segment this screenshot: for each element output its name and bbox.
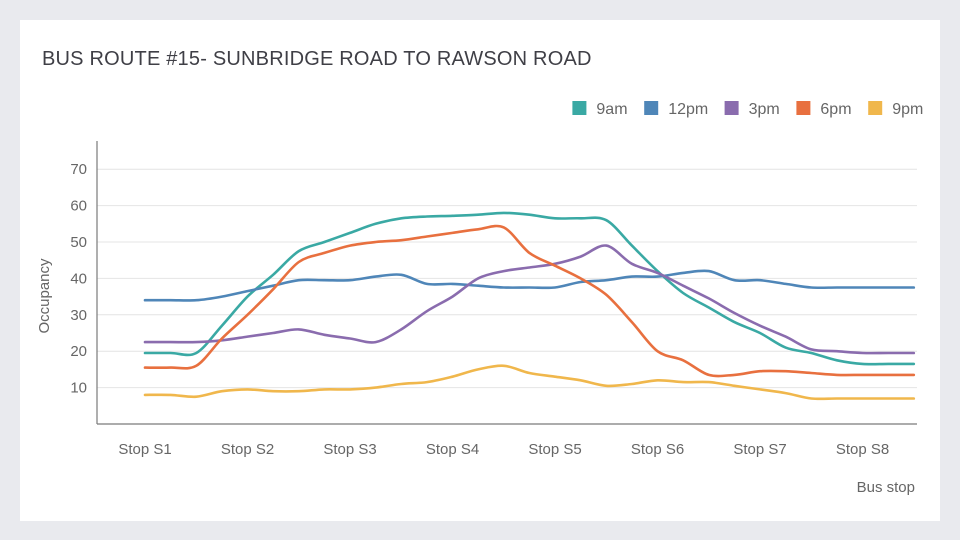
x-tick-label: Stop S2 bbox=[221, 441, 274, 458]
legend-label-6pm: 6pm bbox=[820, 101, 851, 118]
legend-label-9pm: 9pm bbox=[892, 101, 923, 118]
y-axis-title: Occupancy bbox=[36, 258, 53, 334]
series-line-9am bbox=[143, 211, 916, 366]
chart-card: BUS ROUTE #15- SUNBRIDGE ROAD TO RAWSON … bbox=[20, 20, 940, 521]
legend-swatch-6pm bbox=[796, 101, 811, 115]
series-line-6pm bbox=[143, 224, 916, 378]
x-tick-label: Stop S5 bbox=[528, 441, 581, 458]
series-layer bbox=[143, 211, 916, 401]
y-tick-label: 40 bbox=[70, 270, 87, 287]
x-tick-label: Stop S1 bbox=[118, 441, 171, 458]
series-line-12pm bbox=[143, 269, 916, 302]
y-tick-label: 70 bbox=[70, 161, 87, 178]
y-tick-label: 20 bbox=[70, 343, 87, 360]
legend-swatch-9pm bbox=[868, 101, 883, 115]
legend-swatch-9am bbox=[572, 101, 587, 115]
legend-label-9am: 9am bbox=[596, 101, 627, 118]
x-tick-label: Stop S6 bbox=[631, 441, 684, 458]
x-tick-label: Stop S7 bbox=[733, 441, 786, 458]
chart-svg: 10 20 30 40 50 60 70 Stop S1 Stop S2 Stop S3 Stop … bbox=[36, 101, 923, 496]
legend: 9am 12pm 3pm 6pm 9pm bbox=[572, 101, 923, 118]
legend-label-12pm: 12pm bbox=[668, 101, 708, 118]
x-tick-label: Stop S3 bbox=[323, 441, 376, 458]
series-line-9pm bbox=[143, 364, 916, 401]
legend-swatch-12pm bbox=[644, 101, 659, 115]
axis-layer: 10 20 30 40 50 60 70 Stop S1 Stop S2 Stop S3 Stop … bbox=[70, 141, 917, 458]
chart-title: BUS ROUTE #15- SUNBRIDGE ROAD TO RAWSON … bbox=[42, 48, 592, 70]
y-tick-label: 50 bbox=[70, 234, 87, 251]
x-tick-label: Stop S8 bbox=[836, 441, 889, 458]
series-line-3pm bbox=[143, 244, 916, 355]
y-tick-label: 10 bbox=[70, 380, 87, 397]
legend-swatch-3pm bbox=[724, 101, 739, 115]
grid-layer bbox=[97, 168, 917, 389]
y-tick-label: 30 bbox=[70, 307, 87, 324]
x-tick-label: Stop S4 bbox=[426, 441, 479, 458]
y-tick-label: 60 bbox=[70, 198, 87, 215]
x-axis-title: Bus stop bbox=[857, 479, 915, 496]
legend-label-3pm: 3pm bbox=[749, 101, 780, 118]
